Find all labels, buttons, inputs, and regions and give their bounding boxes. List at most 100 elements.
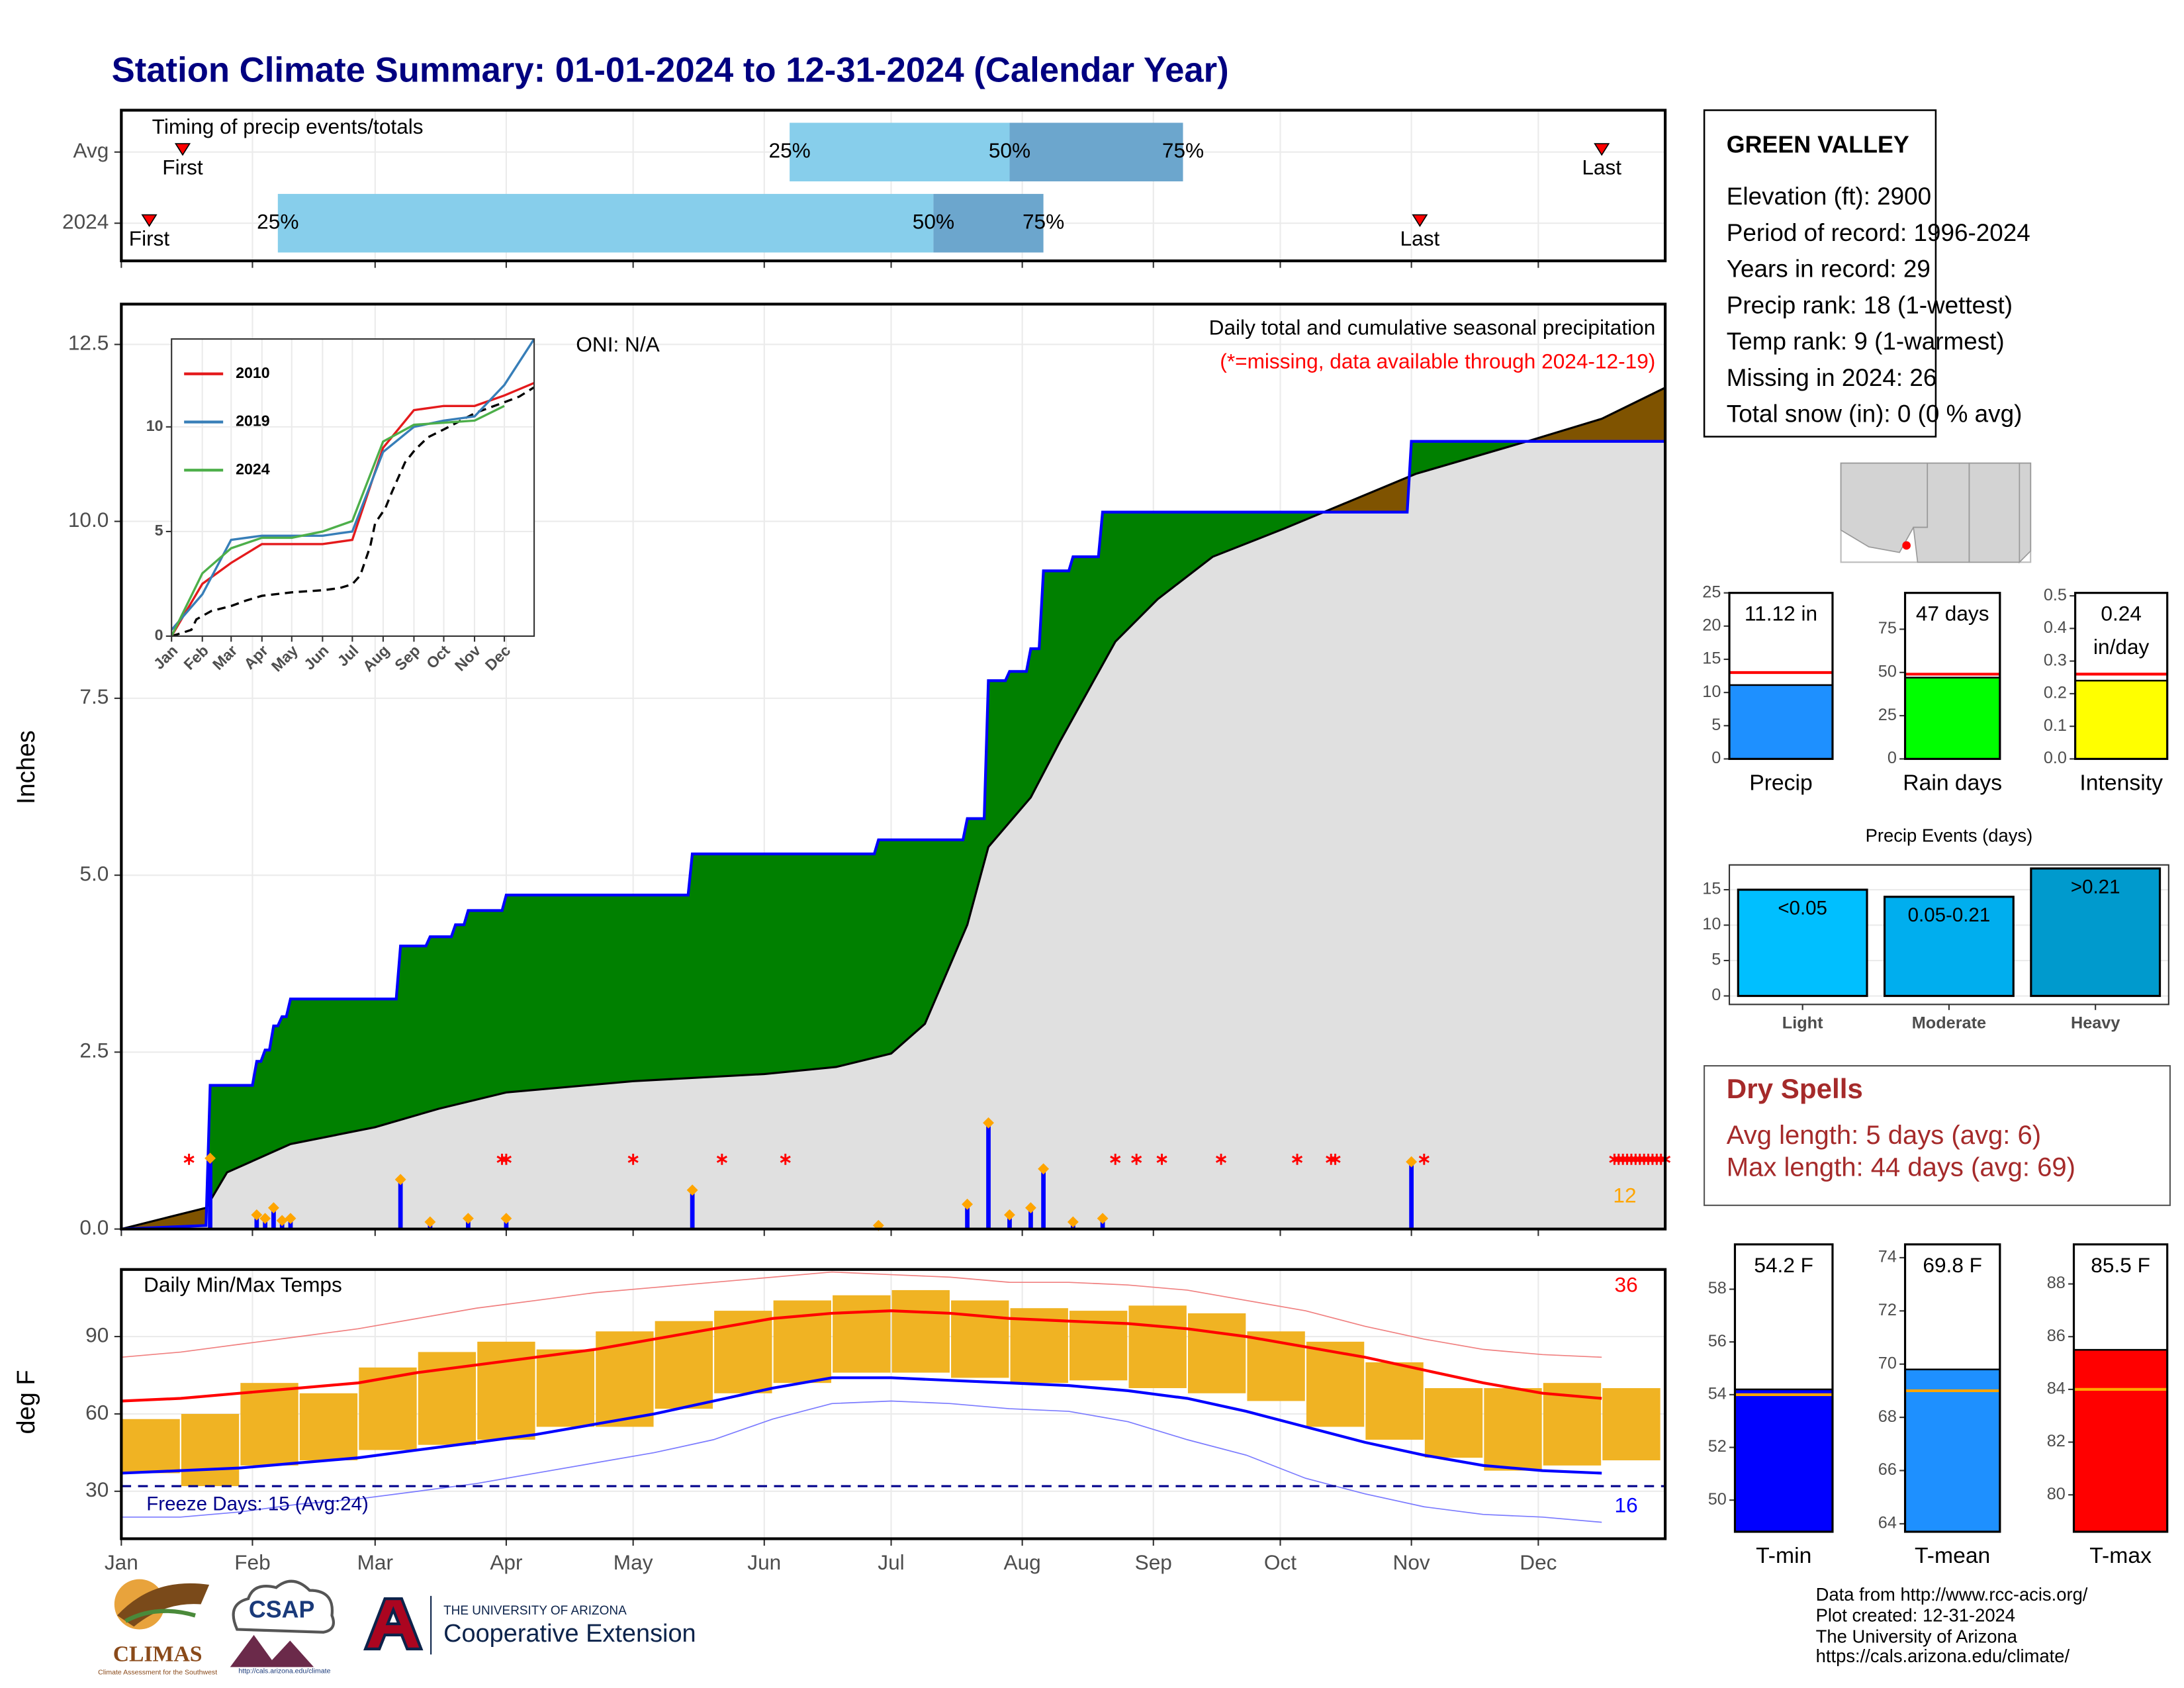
- y-tick-label: 90: [85, 1323, 109, 1346]
- x-tick-label: Jan: [105, 1550, 138, 1574]
- daily-bar: [271, 1207, 276, 1229]
- event-label: Last: [1582, 155, 1621, 179]
- ua-logo: THE UNIVERSITY OF ARIZONA Cooperative Ex…: [363, 1595, 696, 1655]
- station-line: Years in record: 29: [1727, 256, 1931, 283]
- daily-bar: [254, 1215, 259, 1229]
- temp-range-bar: [536, 1349, 595, 1427]
- event-label: First: [129, 226, 170, 250]
- daily-marker: [285, 1213, 296, 1225]
- event-label: First: [162, 155, 203, 179]
- temp-range-bar: [891, 1289, 950, 1373]
- y-tick-label: 66: [1878, 1460, 1897, 1479]
- daily-marker: [1004, 1209, 1015, 1221]
- station-line: Temp rank: 9 (1-warmest): [1727, 328, 2005, 355]
- summary-label: T-mean: [1915, 1543, 1990, 1568]
- temp-range-bar: [240, 1383, 298, 1466]
- dry-spells-line: Max length: 44 days (avg: 69): [1727, 1153, 2075, 1182]
- y-tick-label: 25: [1878, 706, 1897, 724]
- summary-border: [1733, 1243, 1834, 1533]
- x-tick-label: Mar: [357, 1550, 393, 1574]
- quartile-bar: [933, 193, 1044, 253]
- panel-subtitle: (*=missing, data available through 2024-…: [1220, 349, 1655, 373]
- panel-title: Timing of precip events/totals: [152, 115, 424, 138]
- daily-bar: [965, 1204, 970, 1229]
- summary-label: T-max: [2089, 1543, 2152, 1568]
- y-tick-label: 10: [146, 417, 163, 434]
- daily-bar: [208, 1158, 212, 1229]
- csap-text: CSAP: [249, 1597, 314, 1623]
- panel-border: [120, 109, 1667, 263]
- y-tick-label: 86: [2047, 1327, 2066, 1345]
- y-tick-label: 0: [1711, 749, 1721, 767]
- daily-bar: [1028, 1207, 1033, 1229]
- quartile-label: 75%: [1023, 210, 1064, 234]
- legend-label: 2010: [236, 364, 270, 381]
- y-tick-label: 0.5: [2044, 586, 2067, 604]
- station-lines: Elevation (ft): 2900 Period of record: 19…: [1727, 183, 2030, 428]
- x-tick-label: Feb: [234, 1550, 270, 1574]
- y-tick-label: 0.0: [79, 1215, 109, 1239]
- logo-shape: [124, 1609, 196, 1623]
- map-state: [1968, 462, 2021, 563]
- summary-border: [1903, 1243, 2001, 1533]
- y-tick-label: 15: [1702, 880, 1721, 898]
- y-tick-label: 25: [1702, 583, 1721, 601]
- temp-range-bar: [181, 1413, 240, 1487]
- logo-shape: [232, 1579, 336, 1634]
- y-axis-label: Inches: [13, 730, 40, 804]
- y-tick-label: 56: [1708, 1332, 1727, 1350]
- base-area: [121, 441, 1666, 1229]
- missing-marker: [1639, 1153, 1650, 1165]
- value-label: 54.2 F: [1754, 1253, 1813, 1277]
- quartile-label: 50%: [989, 138, 1030, 162]
- panel-border: [1728, 864, 2169, 1006]
- daily-marker: [1097, 1213, 1109, 1225]
- missing-marker: [780, 1153, 791, 1165]
- x-tick-label: Heavy: [2071, 1014, 2120, 1033]
- temp-range-bar: [1424, 1387, 1483, 1458]
- temp-range-bar: [1484, 1387, 1542, 1471]
- station-line: Total snow (in): 0 (0 % avg): [1727, 400, 2023, 428]
- temp-range-bar: [122, 1419, 180, 1474]
- extension-text: Cooperative Extension: [443, 1620, 696, 1648]
- daily-marker: [500, 1213, 512, 1225]
- temp-range-bar: [1128, 1305, 1187, 1388]
- quartile-label: 75%: [1162, 138, 1204, 162]
- temp-range-bar: [477, 1341, 535, 1440]
- series-line: [171, 339, 535, 631]
- summary-border: [1903, 592, 2001, 761]
- y-tick-label: 5: [1711, 951, 1721, 969]
- missing-marker: [500, 1153, 512, 1165]
- y-tick-label: 0: [1888, 749, 1897, 767]
- y-tick-label: 5: [1711, 716, 1721, 734]
- climas-logo: CLIMAS Climate Assessment for the Southw…: [98, 1579, 217, 1677]
- station-dot: [1902, 541, 1911, 550]
- y-tick-label: 72: [1878, 1301, 1897, 1319]
- quartile-label: 25%: [768, 138, 810, 162]
- y-tick-label: 60: [85, 1400, 109, 1424]
- missing-marker: [1110, 1153, 1121, 1165]
- value-label-line: in/day: [2093, 635, 2150, 659]
- y-tick-label: 0: [1711, 986, 1721, 1004]
- missing-marker: [1625, 1153, 1637, 1165]
- x-tick-label: May: [614, 1550, 653, 1574]
- summary-label: Precip: [1749, 770, 1813, 795]
- missing-marker: [1651, 1153, 1662, 1165]
- x-tick-label: Apr: [490, 1550, 522, 1574]
- bar-label: 0.05-0.21: [1908, 904, 1991, 926]
- page-title: Station Climate Summary: 01-01-2024 to 1…: [112, 51, 1229, 90]
- x-tick-label: Moderate: [1912, 1014, 1986, 1033]
- y-tick-label: 68: [1878, 1407, 1897, 1426]
- y-tick-label: 64: [1878, 1514, 1897, 1532]
- csap-logo: CSAP http://cals.arizona.edu/climate: [230, 1579, 336, 1675]
- missing-marker: [1617, 1153, 1629, 1165]
- value-label: 47 days: [1916, 602, 1989, 626]
- record-min-line: [121, 1400, 1602, 1523]
- value-label: 0.24 in/day: [2093, 602, 2150, 659]
- locator-map: [1840, 462, 2032, 564]
- row-label: Avg: [73, 138, 109, 162]
- y-tick-label: 0.1: [2044, 716, 2067, 735]
- y-tick-label: 52: [1708, 1437, 1727, 1456]
- daily-marker: [983, 1117, 994, 1129]
- station-line: Precip rank: 18 (1-wettest): [1727, 291, 2013, 318]
